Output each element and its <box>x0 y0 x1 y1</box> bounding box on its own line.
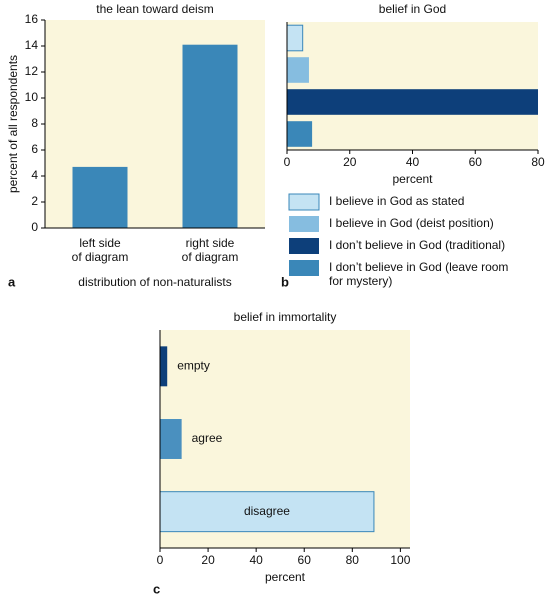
x-tick-label: 0 <box>157 553 164 567</box>
x-tick-label: 80 <box>531 155 545 169</box>
legend-label: I don’t believe in God (leave room for my… <box>329 260 508 288</box>
y-tick-label: 6 <box>31 142 38 156</box>
x-tick-label: 40 <box>406 155 420 169</box>
y-tick-label: 0 <box>31 220 38 234</box>
x-tick-label: 20 <box>343 155 357 169</box>
legend-swatch <box>289 260 319 276</box>
bar <box>160 419 182 459</box>
bar <box>286 24 304 52</box>
x-tick-label: 80 <box>346 553 360 567</box>
y-tick-label: 12 <box>25 64 39 78</box>
chart-title: belief in immortality <box>234 310 337 324</box>
panel-label: b <box>281 274 289 289</box>
x-tick-label: 40 <box>249 553 263 567</box>
bar-label: agree <box>192 431 223 445</box>
y-tick-label: 8 <box>31 116 38 130</box>
x-tick-label: right side of diagram <box>182 236 239 264</box>
legend-swatch <box>289 216 319 232</box>
bar <box>159 491 375 533</box>
bar <box>287 121 313 147</box>
bar <box>182 44 238 229</box>
bar <box>72 166 128 228</box>
legend-swatch <box>288 193 320 211</box>
plot-background <box>287 22 538 150</box>
bar-label: disagree <box>244 504 290 518</box>
chart-title: the lean toward deism <box>96 2 213 16</box>
legend-label: I believe in God as stated <box>329 194 464 208</box>
y-tick-label: 16 <box>25 12 39 26</box>
x-tick-label: 100 <box>390 553 410 567</box>
x-tick-label: left side of diagram <box>72 236 129 264</box>
x-axis-label: percent <box>265 570 306 584</box>
y-tick-label: 4 <box>31 168 38 182</box>
y-tick-label: 14 <box>25 38 39 52</box>
x-tick-label: 20 <box>201 553 215 567</box>
y-tick-label: 2 <box>31 194 38 208</box>
x-tick-label: 60 <box>469 155 483 169</box>
y-axis-label: percent of all respondents <box>6 55 20 193</box>
x-axis-label: percent <box>392 172 433 186</box>
legend-label: I don’t believe in God (traditional) <box>329 238 505 252</box>
bar <box>287 89 538 115</box>
panel-label: c <box>153 581 160 596</box>
x-tick-label: 0 <box>284 155 291 169</box>
y-tick-label: 10 <box>25 90 39 104</box>
chart-title: belief in God <box>379 2 446 16</box>
legend-swatch <box>289 238 319 254</box>
panel-label: a <box>8 274 16 289</box>
bar-label: empty <box>177 359 210 373</box>
legend-label: I believe in God (deist position) <box>329 216 494 230</box>
bar <box>287 57 309 83</box>
bar <box>160 346 168 387</box>
x-axis-label: distribution of non-naturalists <box>78 275 231 289</box>
x-tick-label: 60 <box>298 553 312 567</box>
